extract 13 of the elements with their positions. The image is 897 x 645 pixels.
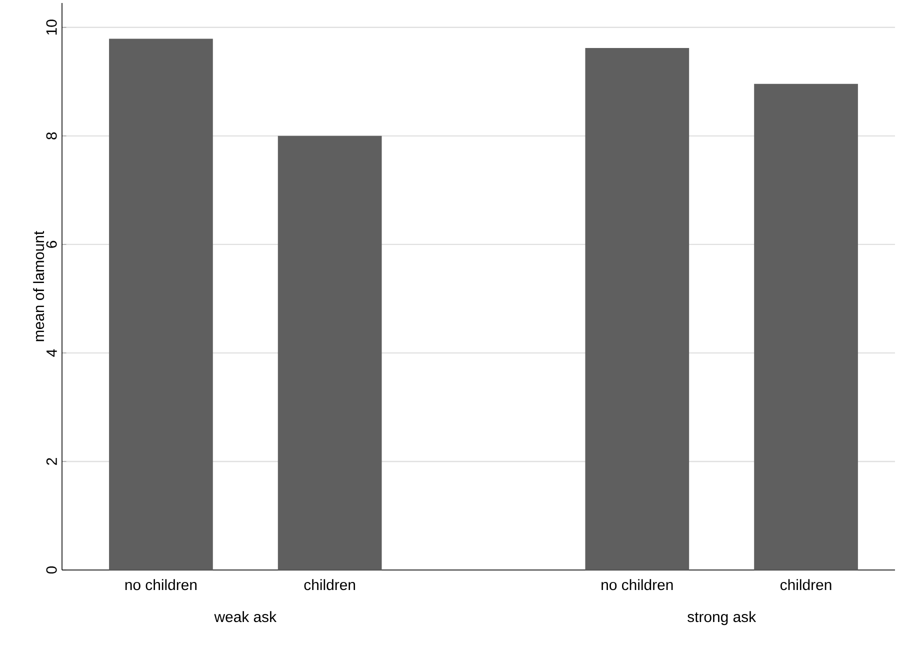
y-tick-label: 0 bbox=[46, 566, 57, 574]
text: strong ask bbox=[688, 611, 756, 626]
y-axis-title: mean of lamount bbox=[33, 230, 44, 342]
x-tick-label: children bbox=[780, 579, 832, 590]
y-tick-label: 10 bbox=[46, 20, 57, 35]
x-tick-label: no children bbox=[602, 579, 673, 590]
y-tick-label: 2 bbox=[46, 458, 57, 465]
y-tick-label: 6 bbox=[46, 240, 57, 248]
x-tick-label: children bbox=[304, 579, 356, 590]
y-tick-label: 4 bbox=[46, 349, 57, 357]
y-tick-label: 8 bbox=[46, 132, 57, 140]
text: weak ask bbox=[214, 611, 277, 622]
x-tick-label: no children bbox=[125, 579, 197, 590]
